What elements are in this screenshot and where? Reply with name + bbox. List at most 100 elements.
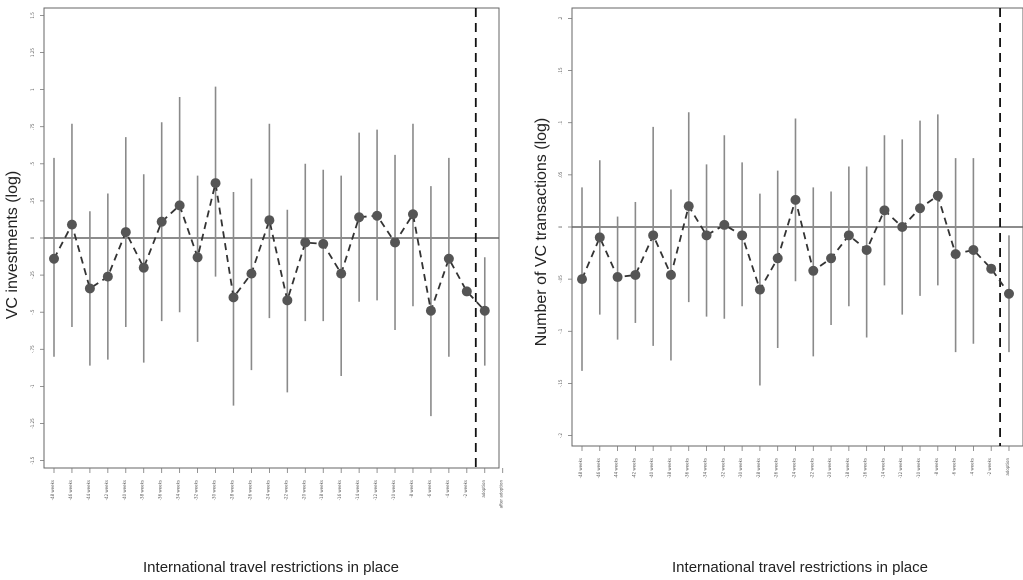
left-x-tick-label: -26 weeks: [247, 480, 252, 500]
left-x-tick-label: -48 weeks: [50, 480, 55, 500]
left-point-estimate: [461, 286, 472, 297]
right-point-estimate: [950, 249, 961, 260]
right-point-estimate: [790, 194, 801, 205]
right-point-estimate: [968, 244, 979, 255]
right-x-tick-label: -34 weeks: [703, 458, 708, 478]
left-point-estimate: [120, 227, 131, 238]
left-y-tick-label: -1.25: [30, 418, 35, 429]
right-y-tick-label: .1: [558, 120, 563, 124]
right-point-estimate: [897, 222, 908, 232]
left-y-tick-label: 1.5: [30, 12, 35, 19]
right-x-tick-label: -40 weeks: [649, 458, 654, 478]
right-point-estimate: [932, 190, 943, 201]
right-x-tick-label: -46 weeks: [596, 458, 601, 478]
right-point-estimate: [754, 284, 765, 295]
left-y-tick-label: -.75: [30, 345, 35, 353]
left-point-estimate: [264, 215, 275, 226]
left-x-tick-label: -40 weeks: [122, 480, 127, 500]
right-x-tick-label: -36 weeks: [685, 458, 690, 478]
right-point-estimate: [594, 232, 605, 243]
right-x-tick-label: -24 weeks: [791, 458, 796, 478]
left-y-tick-label: 1: [30, 88, 35, 91]
left-x-tick-label: -8 weeks: [409, 480, 414, 498]
right-point-estimate: [665, 269, 676, 280]
right-point-estimate: [719, 219, 730, 230]
left-point-estimate: [354, 212, 365, 223]
right-y-tick-label: -.2: [558, 432, 563, 438]
left-x-tick-label: -42 weeks: [104, 480, 109, 500]
left-point-estimate: [102, 271, 113, 282]
right-point-estimate: [737, 230, 748, 241]
left-y-tick-label: 0: [30, 236, 35, 239]
left-point-estimate: [156, 216, 167, 227]
right-x-tick-label: -28 weeks: [756, 458, 761, 478]
right-x-tick-label: -4 weeks: [969, 458, 974, 476]
right-y-tick-label: -.15: [558, 379, 563, 387]
left-x-tick-label: -24 weeks: [265, 480, 270, 500]
right-x-tick-label: -10 weeks: [916, 458, 921, 478]
right-x-tick-label: -12 weeks: [898, 458, 903, 478]
right-point-estimate: [612, 272, 623, 283]
left-x-tick-label: -14 weeks: [355, 480, 360, 500]
right-x-tick-label: -38 weeks: [667, 458, 672, 478]
left-point-estimate: [66, 219, 77, 230]
left-point-estimate: [228, 292, 239, 303]
right-x-tick-label: -18 weeks: [845, 458, 850, 478]
left-y-tick-label: .25: [30, 197, 35, 204]
left-x-tick-label: after adoption: [499, 480, 504, 509]
left-x-tick-label: -38 weeks: [140, 480, 145, 500]
right-y-axis-title: Number of VC transactions (log): [533, 118, 550, 347]
left-x-tick-label: -36 weeks: [158, 480, 163, 500]
right-x-tick-label: -42 weeks: [631, 458, 636, 478]
left-point-estimate: [282, 295, 293, 306]
left-y-tick-label: -1: [30, 384, 35, 388]
right-point-estimate: [648, 230, 659, 241]
right-x-tick-label: -8 weeks: [934, 458, 939, 476]
left-x-tick-label: -20 weeks: [301, 480, 306, 500]
right-point-estimate: [701, 230, 712, 241]
left-x-tick-label: -6 weeks: [427, 480, 432, 498]
left-point-estimate: [246, 268, 257, 279]
left-x-tick-label: -2 weeks: [463, 480, 468, 498]
left-x-axis-title: International travel restrictions in pla…: [143, 559, 399, 576]
right-point-estimate: [915, 203, 926, 214]
left-point-estimate: [407, 209, 418, 220]
left-point-estimate: [336, 268, 347, 279]
left-point-estimate: [174, 200, 185, 211]
right-x-tick-label: -30 weeks: [738, 458, 743, 478]
left-point-estimate: [138, 262, 149, 273]
right-x-tick-label: -20 weeks: [827, 458, 832, 478]
right-point-estimate: [1003, 288, 1014, 299]
left-point-estimate: [479, 305, 490, 316]
left-y-tick-label: -1.5: [30, 456, 35, 464]
right-x-tick-label: -14 weeks: [880, 458, 885, 478]
right-x-tick-label: -22 weeks: [809, 458, 814, 478]
left-x-tick-label: -28 weeks: [229, 480, 234, 500]
right-x-tick-label: -32 weeks: [720, 458, 725, 478]
right-point-estimate: [861, 244, 872, 255]
left-x-tick-label: -10 weeks: [391, 480, 396, 500]
left-x-tick-label: -4 weeks: [445, 480, 450, 498]
left-x-tick-label: -16 weeks: [337, 480, 342, 500]
right-y-tick-label: -.1: [558, 328, 563, 334]
right-x-tick-label: -16 weeks: [863, 458, 868, 478]
left-point-estimate: [443, 253, 454, 264]
right-x-tick-label: -48 weeks: [578, 458, 583, 478]
left-point-estimate: [318, 238, 329, 249]
left-point-estimate: [300, 237, 311, 248]
right-point-estimate: [630, 269, 641, 280]
left-x-tick-label: -34 weeks: [176, 480, 181, 500]
left-y-tick-label: -.25: [30, 271, 35, 279]
left-y-tick-label: -.5: [30, 309, 35, 315]
right-point-estimate: [577, 274, 587, 285]
right-y-tick-label: .05: [558, 171, 563, 178]
left-point-estimate: [49, 253, 59, 264]
right-point-estimate: [879, 205, 890, 216]
left-x-tick-label: -44 weeks: [86, 480, 91, 500]
right-point-estimate: [826, 253, 837, 264]
right-x-tick-label: -6 weeks: [952, 458, 957, 476]
right-point-estimate: [772, 253, 783, 264]
right-y-tick-label: .15: [558, 67, 563, 74]
left-x-tick-label: -18 weeks: [319, 480, 324, 500]
